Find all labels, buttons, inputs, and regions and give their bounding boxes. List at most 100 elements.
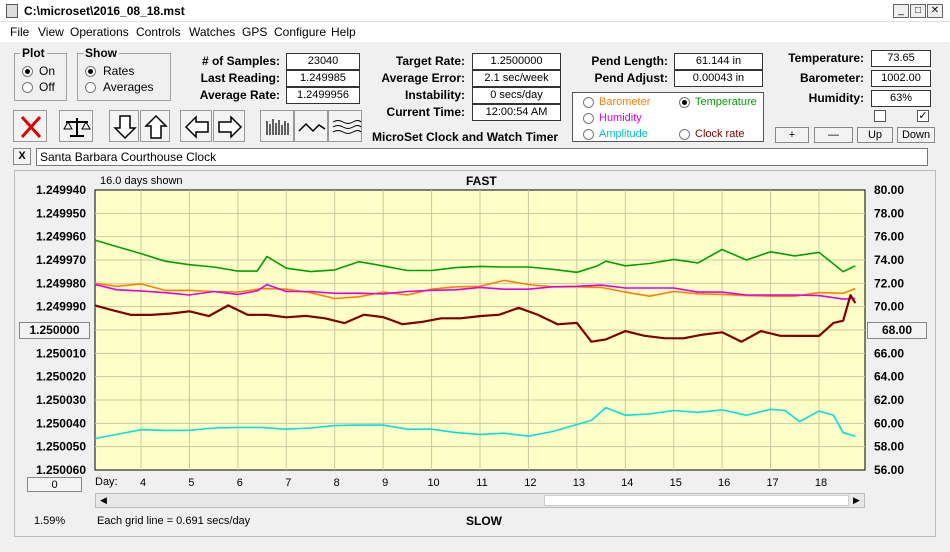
target-rate-label: Target Rate: [395,54,465,68]
average-rate-field: 1.2499956 [286,87,360,104]
show-averages-radio[interactable] [85,82,96,93]
last-reading-label: Last Reading: [200,71,280,85]
right-axis-tick-label: 76.00 [874,230,904,244]
x-axis-tick-label: 10 [427,477,439,489]
menu-configure[interactable]: Configure [274,25,327,39]
days-shown-label: 16.0 days shown [100,175,183,187]
amplitude-option-label: Amplitude [599,128,648,140]
temperature-option-label: Temperature [695,96,757,108]
left-arrow-button[interactable] [180,110,212,142]
average-rate-label: Average Rate: [199,88,280,102]
scrollbar-thumb[interactable] [544,495,849,506]
barometer-option-label: Barometer [599,96,651,108]
temperature-radio[interactable] [679,97,690,108]
plot-off-radio[interactable] [22,82,33,93]
average-error-field: 2.1 sec/week [472,70,561,87]
scroll-up-button[interactable]: Up [857,127,893,143]
menu-view[interactable]: View [38,25,64,39]
left-axis-tick-label: 1.250030 [36,393,86,407]
x-axis-tick-label: 16 [718,477,730,489]
maximize-button[interactable]: □ [910,4,926,18]
right-axis-tick-label: 66.00 [874,346,904,360]
samples-field: 23040 [286,53,360,70]
x-axis-tick-label: 9 [382,477,388,489]
menu-help[interactable]: Help [331,25,356,39]
show-group [77,53,171,101]
x-axis-tick-label: 11 [476,477,487,489]
clear-clock-button[interactable]: X [13,148,31,165]
pend-adjust-label: Pend Adjust: [594,71,668,85]
fast-label: FAST [466,174,497,188]
pend-length-field[interactable]: 61.144 in [674,53,763,70]
scroll-left-arrow-icon[interactable]: ◀ [100,495,107,505]
horizontal-scrollbar[interactable]: ◀ ▶ [95,493,865,508]
x-axis-tick-label: 8 [334,477,340,489]
instability-label: Instability: [404,88,465,102]
left-axis-tick-label: 1.250010 [36,346,86,360]
menu-operations[interactable]: Operations [70,25,129,39]
barometer-label: Barometer: [799,71,864,85]
left-axis-tick-label: 1.250050 [36,440,86,454]
app-icon [6,4,18,18]
right-axis-tick-label: 70.00 [874,300,904,314]
menu-file[interactable]: File [10,25,30,39]
right-axis-tick-label: 56.00 [874,463,904,477]
left-checkbox[interactable] [874,110,886,122]
left-axis-center-button[interactable]: 1.250000 [19,322,90,339]
right-checkbox[interactable]: ✓ [917,110,929,122]
clock-name-input[interactable]: Santa Barbara Courthouse Clock [36,148,928,166]
right-arrow-button[interactable] [213,110,245,142]
plot-on-radio[interactable] [22,66,33,77]
menu-controls[interactable]: Controls [136,25,181,39]
scroll-right-arrow-icon[interactable]: ▶ [853,495,860,505]
x-axis-tick-label: 6 [237,477,243,489]
right-axis-tick-label: 74.00 [874,253,904,267]
bar-view-button[interactable] [260,110,294,142]
barometer-field: 1002.00 [871,70,931,87]
scale-plus-button[interactable]: + [775,127,809,143]
left-axis-tick-label: 1.250020 [36,370,86,384]
scroll-down-button[interactable]: Down [897,127,935,143]
target-rate-field[interactable]: 1.2500000 [472,53,561,70]
left-axis-tick-label: 1.249940 [36,183,86,197]
plot-off-label: Off [39,80,55,94]
x-axis-tick-label: 4 [140,477,146,489]
title-bar: C:\microset\2016_08_18.mst _ □ ✕ [0,0,950,22]
current-time-field: 12:00:54 AM [472,104,561,121]
day-axis-label: Day: [95,476,118,488]
x-axis-tick-label: 17 [766,477,778,489]
pend-length-label: Pend Length: [591,54,668,68]
menu-watches[interactable]: Watches [189,25,236,39]
x-axis-tick-label: 13 [573,477,585,489]
x-axis-tick-label: 7 [285,477,291,489]
average-error-label: Average Error: [381,71,465,85]
left-axis-tick-label: 1.249970 [36,253,86,267]
stop-button[interactable] [13,110,47,142]
arrow-left-icon [184,115,209,139]
arrow-down-icon [113,115,137,140]
left-axis-tick-label: 1.249990 [36,300,86,314]
scale-minus-button[interactable]: — [814,127,853,143]
left-axis-tick-label: 1.250040 [36,416,86,430]
show-averages-label: Averages [103,80,154,94]
left-axis-tick-label: 1.249950 [36,206,86,220]
humidity-radio[interactable] [583,113,594,124]
wave-view-button[interactable] [328,110,362,142]
line-view-button[interactable] [294,110,328,142]
menu-gps[interactable]: GPS [242,25,268,39]
up-arrow-button[interactable] [140,110,170,142]
minimize-button[interactable]: _ [893,4,909,18]
temperature-field: 73.65 [871,50,931,67]
x-axis-tick-label: 12 [524,477,536,489]
barometer-radio[interactable] [583,97,594,108]
zoom-button[interactable]: 0 [27,477,82,492]
show-rates-radio[interactable] [85,66,96,77]
series-line-temperature [94,239,856,274]
balance-button[interactable] [59,110,93,142]
amplitude-radio[interactable] [583,129,594,140]
percent-label: 1.59% [34,515,66,527]
right-axis-center-button[interactable]: 68.00 [867,322,927,339]
down-arrow-button[interactable] [109,110,139,142]
clock-rate-radio[interactable] [679,129,690,140]
close-button[interactable]: ✕ [927,4,943,18]
